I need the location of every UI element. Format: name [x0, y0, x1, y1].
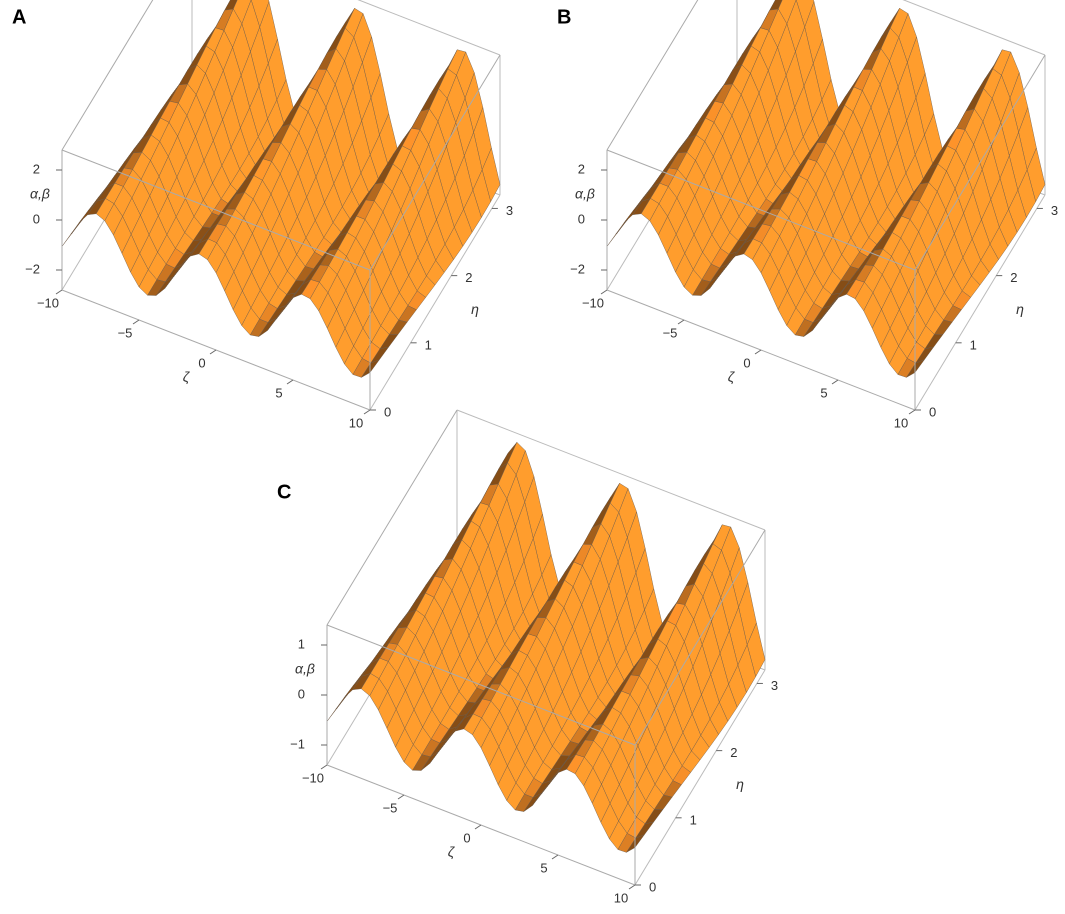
y-tick-label: 1 — [970, 337, 977, 352]
x-tick-label: 10 — [894, 415, 908, 430]
tick-mark — [677, 319, 685, 325]
z-tick-label: 2 — [33, 161, 40, 176]
y-axis-label: η — [736, 776, 744, 792]
box-edge — [456, 409, 766, 531]
x-axis-label: ζ — [448, 844, 456, 860]
tick-mark — [397, 794, 405, 800]
x-tick-label: −10 — [302, 770, 324, 785]
box-edge — [326, 409, 458, 626]
x-tick-label: −5 — [118, 325, 133, 340]
panel: B −10 −5 0 5 10 0 1 2 3 −2 0 2 ζ η α,β — [557, 0, 1058, 430]
z-tick-label: 1 — [298, 636, 305, 651]
y-tick-label: 3 — [1051, 203, 1058, 218]
x-tick-label: 0 — [463, 830, 470, 845]
z-tick-label: −1 — [290, 736, 305, 751]
tick-mark — [600, 289, 608, 295]
surface — [61, 0, 501, 378]
y-axis-label: η — [1016, 301, 1024, 317]
box-edge — [326, 624, 636, 746]
tick-mark — [209, 349, 217, 355]
x-axis-label: ζ — [183, 369, 191, 385]
x-tick-label: −5 — [383, 800, 398, 815]
tick-mark — [474, 824, 482, 830]
tick-mark — [754, 349, 762, 355]
y-tick-label: 2 — [465, 270, 472, 285]
x-tick-label: 10 — [614, 890, 628, 905]
y-tick-label: 2 — [730, 745, 737, 760]
box-edge — [914, 194, 1046, 411]
tick-mark — [55, 289, 63, 295]
box-edge — [357, 0, 501, 56]
y-tick-label: 3 — [506, 203, 513, 218]
z-axis-label: α,β — [295, 661, 315, 677]
tick-mark — [908, 409, 916, 415]
box-edge — [902, 0, 1046, 56]
x-tick-label: 5 — [540, 860, 547, 875]
x-tick-label: 5 — [820, 385, 827, 400]
y-tick-label: 3 — [771, 678, 778, 693]
tick-mark — [831, 379, 839, 385]
tick-mark — [132, 319, 140, 325]
tick-mark — [551, 854, 559, 860]
panel-label: B — [557, 6, 571, 28]
surface — [326, 441, 766, 853]
y-tick-label: 2 — [1010, 270, 1017, 285]
box-edge — [369, 194, 501, 411]
panel: A −10 −5 0 5 10 0 1 2 3 −2 0 2 ζ η α,β — [12, 0, 513, 430]
y-axis-label: η — [471, 301, 479, 317]
box-edge — [606, 149, 916, 271]
y-tick-label: 0 — [384, 404, 391, 419]
tick-mark — [363, 409, 371, 415]
box-edge — [606, 0, 699, 151]
box-edge — [914, 54, 1046, 271]
x-tick-label: 0 — [743, 355, 750, 370]
z-tick-label: −2 — [25, 261, 40, 276]
y-tick-label: 1 — [690, 812, 697, 827]
x-tick-label: 5 — [275, 385, 282, 400]
tick-mark — [320, 764, 328, 770]
z-tick-label: 2 — [578, 161, 585, 176]
box-edge — [634, 669, 766, 886]
panel-label: C — [277, 481, 291, 503]
x-tick-label: 0 — [198, 355, 205, 370]
z-axis-label: α,β — [575, 186, 595, 202]
surface — [606, 0, 1046, 378]
box-edge — [634, 529, 766, 746]
y-tick-label: 1 — [425, 337, 432, 352]
x-tick-label: −10 — [582, 295, 604, 310]
x-tick-label: 10 — [349, 415, 363, 430]
y-tick-label: 0 — [929, 404, 936, 419]
x-axis-label: ζ — [728, 369, 736, 385]
box-edge — [61, 149, 371, 271]
z-axis-label: α,β — [30, 186, 50, 202]
y-tick-label: 0 — [649, 879, 656, 894]
z-tick-label: 0 — [298, 686, 305, 701]
x-tick-label: −5 — [663, 325, 678, 340]
box-edge — [61, 0, 154, 151]
tick-mark — [286, 379, 294, 385]
z-tick-label: 0 — [33, 211, 40, 226]
tick-mark — [628, 884, 636, 890]
x-tick-label: −10 — [37, 295, 59, 310]
z-tick-label: 0 — [578, 211, 585, 226]
panel-label: A — [12, 6, 26, 28]
box-edge — [369, 54, 501, 271]
z-tick-label: −2 — [570, 261, 585, 276]
